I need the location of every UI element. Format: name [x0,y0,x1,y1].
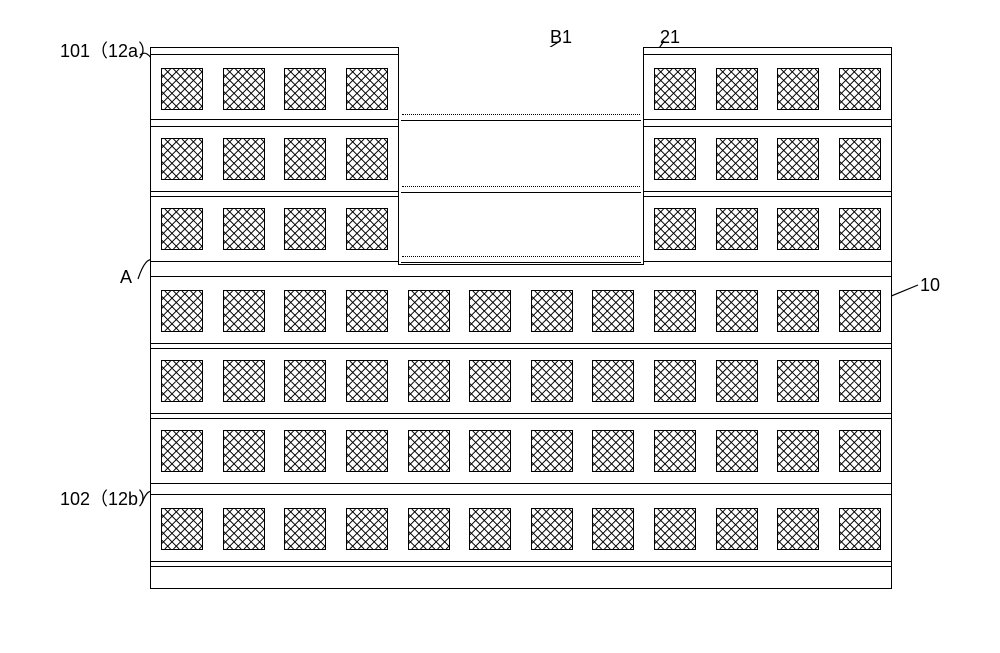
grid-cell [777,208,819,250]
label-10: 10 [920,275,940,296]
notch-region-B1 [398,47,645,265]
grid-cell [716,508,758,550]
grid-cell [716,290,758,332]
grid-cell [346,290,388,332]
grid-cell [161,290,203,332]
grid-cell [592,290,634,332]
grid-cell [716,208,758,250]
grid-cell [408,508,450,550]
grid-cell [777,508,819,550]
grid-cell [654,138,696,180]
grid-cell [592,430,634,472]
grid-cell [284,290,326,332]
grid-cell [161,508,203,550]
grid-cell [223,68,265,110]
grid-cell [531,360,573,402]
grid-cell [408,290,450,332]
diagram: 101（12a） B1 21 A 10 102（12b） [60,27,940,627]
grid-cell [161,360,203,402]
grid-cell [777,360,819,402]
grid-cell [716,430,758,472]
element-21 [402,114,641,115]
grid-cell [777,68,819,110]
grid-cell [346,430,388,472]
grid-cell [284,360,326,402]
outer-frame [150,47,892,589]
grid-cell [839,430,881,472]
grid-cell [346,138,388,180]
grid-cell [839,290,881,332]
grid-cell [469,430,511,472]
grid-cell [654,208,696,250]
grid-cell [408,430,450,472]
grid-cell [777,138,819,180]
grid-cell [346,208,388,250]
grid-cell [223,430,265,472]
grid-cell [531,430,573,472]
grid-cell [223,138,265,180]
grid-cell [223,208,265,250]
grid-cell [408,360,450,402]
grid-cell [592,508,634,550]
grid-cell [223,508,265,550]
grid-cell [284,508,326,550]
grid-cell [839,208,881,250]
grid-cell [284,68,326,110]
grid-cell [469,508,511,550]
grid-cell [716,68,758,110]
grid-cell [839,508,881,550]
grid-cell [284,208,326,250]
label-B1: B1 [550,27,572,48]
element-21 [402,256,641,257]
grid-cell [161,430,203,472]
grid-cell [161,68,203,110]
grid-cell [654,360,696,402]
grid-cell [592,360,634,402]
grid-cell [531,290,573,332]
label-21: 21 [660,27,680,48]
label-102-12b: 102（12b） [60,485,156,511]
element-21 [402,186,641,187]
grid-cell [346,508,388,550]
grid-cell [284,138,326,180]
grid-cell [839,360,881,402]
grid-cell [223,290,265,332]
grid-cell [839,68,881,110]
grid-cell [469,360,511,402]
label-A: A [120,267,132,288]
label-101-12a: 101（12a） [60,37,156,63]
grid-cell [161,138,203,180]
grid-cell [839,138,881,180]
grid-cell [777,430,819,472]
grid-cell [346,360,388,402]
grid-cell [531,508,573,550]
grid-cell [716,360,758,402]
grid-cell [284,430,326,472]
grid-cell [654,430,696,472]
grid-cell [469,290,511,332]
grid-cell [346,68,388,110]
grid-cell [716,138,758,180]
grid-cell [223,360,265,402]
grid-cell [777,290,819,332]
grid [151,48,891,588]
grid-cell [654,290,696,332]
grid-cell [161,208,203,250]
grid-cell [654,508,696,550]
grid-cell [654,68,696,110]
